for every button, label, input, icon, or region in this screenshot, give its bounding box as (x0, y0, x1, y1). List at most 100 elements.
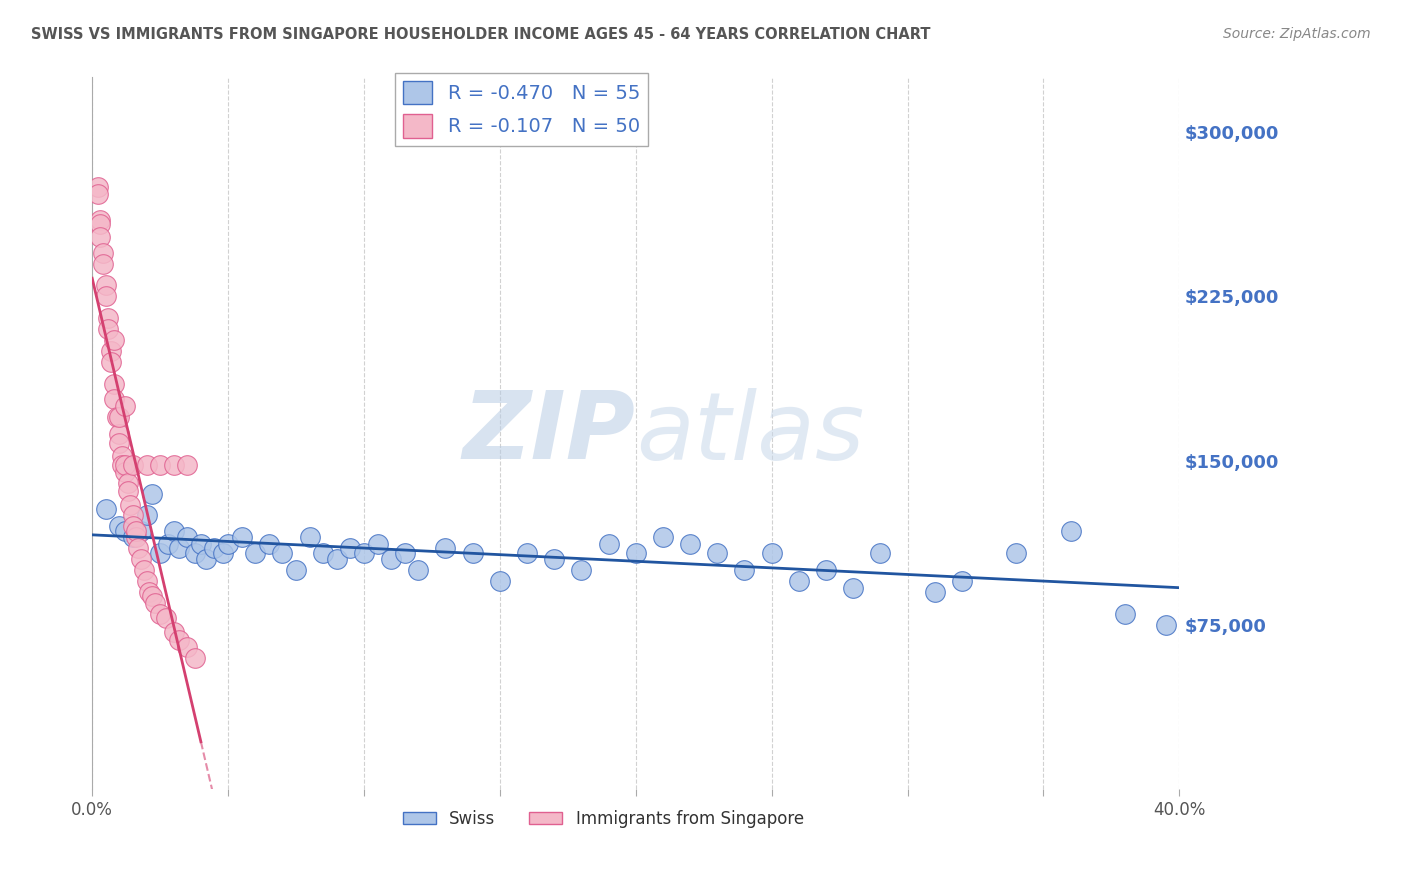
Point (516, 546, 538, 560)
Point (129, 524, 152, 538)
Point (111, 450, 134, 464)
Point (176, 530, 198, 544)
Point (190, 537, 212, 551)
Point (339, 541, 361, 556)
Point (353, 546, 375, 560)
Point (761, 546, 783, 560)
Point (114, 524, 136, 538)
Point (100, 344, 122, 359)
Text: Source: ZipAtlas.com: Source: ZipAtlas.com (1223, 27, 1371, 41)
Point (108, 427, 131, 442)
Point (163, 624, 186, 639)
Point (111, 458, 134, 472)
Point (814, 563, 837, 577)
Point (103, 377, 125, 392)
Point (108, 409, 131, 424)
Point (167, 541, 190, 556)
Point (149, 607, 172, 621)
Point (231, 530, 253, 544)
Point (89, 212, 111, 227)
Point (97, 311, 120, 326)
Point (138, 585, 160, 599)
Point (108, 436, 131, 450)
Point (176, 458, 198, 472)
Point (651, 530, 673, 544)
Point (124, 524, 146, 538)
Text: SWISS VS IMMIGRANTS FROM SINGAPORE HOUSEHOLDER INCOME AGES 45 - 64 YEARS CORRELA: SWISS VS IMMIGRANTS FROM SINGAPORE HOUSE… (31, 27, 931, 42)
Point (100, 355, 122, 369)
Point (132, 563, 155, 577)
Point (129, 552, 152, 566)
Point (1059, 524, 1081, 538)
Point (122, 519, 145, 533)
Point (143, 596, 166, 610)
Point (367, 537, 389, 551)
Point (195, 552, 218, 566)
Point (461, 546, 484, 560)
Point (149, 546, 172, 560)
Point (245, 546, 267, 560)
Point (94, 502, 117, 516)
Point (157, 537, 180, 551)
Text: ZIP: ZIP (463, 387, 636, 479)
Point (298, 530, 321, 544)
Point (285, 563, 308, 577)
Point (312, 546, 335, 560)
Point (1114, 607, 1136, 621)
Point (135, 458, 157, 472)
Point (706, 546, 728, 560)
Point (271, 546, 294, 560)
Point (91, 245, 114, 260)
Point (120, 498, 142, 512)
Point (434, 541, 457, 556)
Point (598, 537, 620, 551)
Point (184, 650, 207, 665)
Point (122, 530, 145, 544)
Point (117, 484, 139, 499)
Point (380, 552, 402, 566)
Point (117, 475, 139, 490)
Point (122, 458, 145, 472)
Point (489, 574, 512, 589)
Point (124, 530, 146, 544)
Point (569, 563, 592, 577)
Point (624, 546, 647, 560)
Point (114, 458, 136, 472)
Point (114, 399, 136, 413)
Point (108, 519, 131, 533)
Text: atlas: atlas (636, 388, 863, 479)
Point (679, 537, 702, 551)
Point (924, 585, 946, 599)
Point (114, 465, 136, 479)
Point (733, 563, 755, 577)
Point (326, 552, 349, 566)
Point (394, 546, 416, 560)
Point (163, 524, 186, 538)
Point (103, 333, 125, 347)
Point (204, 541, 226, 556)
Point (184, 546, 207, 560)
Point (211, 546, 233, 560)
Point (257, 537, 280, 551)
Point (86, 180, 108, 194)
Point (141, 590, 163, 604)
Point (91, 257, 114, 271)
Point (842, 581, 865, 595)
Point (105, 409, 128, 424)
Point (89, 230, 111, 244)
Point (94, 278, 117, 293)
Point (127, 541, 149, 556)
Point (950, 574, 973, 589)
Point (869, 546, 891, 560)
Point (787, 574, 810, 589)
Point (1005, 546, 1028, 560)
Point (167, 633, 190, 648)
Point (122, 508, 145, 523)
Point (97, 322, 120, 336)
Point (543, 552, 565, 566)
Point (135, 574, 157, 589)
Point (149, 458, 172, 472)
Point (135, 508, 157, 523)
Point (103, 392, 125, 407)
Point (217, 537, 239, 551)
